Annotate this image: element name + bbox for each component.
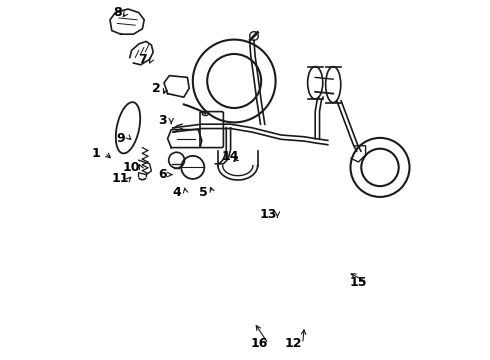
- Text: 13: 13: [260, 208, 277, 221]
- Text: 14: 14: [222, 150, 239, 163]
- Text: 10: 10: [123, 161, 140, 174]
- Text: 7: 7: [138, 53, 147, 66]
- Text: 11: 11: [112, 172, 129, 185]
- Text: 4: 4: [172, 186, 181, 199]
- Text: 1: 1: [91, 147, 100, 159]
- Text: 3: 3: [158, 114, 167, 127]
- Text: 2: 2: [152, 82, 161, 95]
- Text: 5: 5: [199, 186, 208, 199]
- Text: 15: 15: [350, 276, 367, 289]
- Text: 12: 12: [285, 337, 302, 350]
- Text: 8: 8: [113, 6, 122, 19]
- Text: 6: 6: [158, 168, 167, 181]
- Text: 9: 9: [117, 132, 125, 145]
- Text: 16: 16: [251, 337, 268, 350]
